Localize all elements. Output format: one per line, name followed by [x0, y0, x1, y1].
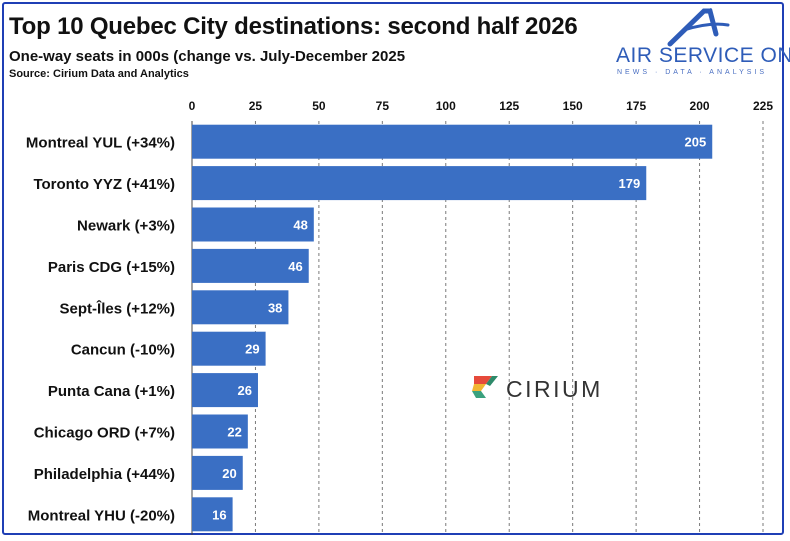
- bar: [192, 207, 314, 242]
- air-service-one-tagline: NEWS · DATA · ANALYSIS: [617, 69, 768, 76]
- bar: [192, 248, 309, 283]
- x-tick-label: 225: [753, 99, 773, 113]
- x-tick-label: 25: [249, 99, 263, 113]
- air-service-one-name: AIR SERVICE ONE: [616, 44, 790, 67]
- x-tick-label: 200: [690, 99, 710, 113]
- category-label: Sept-Îles (+12%): [60, 299, 175, 317]
- data-label: 205: [685, 135, 707, 150]
- data-label: 16: [212, 507, 226, 522]
- category-label: Montreal YUL (+34%): [26, 135, 175, 152]
- x-tick-label: 75: [376, 99, 390, 113]
- bar: [192, 124, 713, 159]
- cirium-mark-icon: [472, 376, 498, 398]
- bar: [192, 331, 266, 366]
- x-tick-label: 100: [436, 99, 456, 113]
- bar: [192, 373, 258, 408]
- category-label: Newark (+3%): [77, 218, 175, 235]
- category-label: Montreal YHU (-20%): [28, 507, 175, 524]
- x-tick-label: 175: [626, 99, 646, 113]
- category-label: Cancun (-10%): [71, 342, 175, 359]
- data-label: 179: [619, 176, 641, 191]
- x-tick-label: 125: [499, 99, 519, 113]
- data-label: 48: [293, 218, 307, 233]
- bar: [192, 497, 233, 532]
- chart-title: Top 10 Quebec City destinations: second …: [9, 13, 578, 40]
- category-label: Chicago ORD (+7%): [34, 425, 175, 442]
- x-tick-label: 50: [312, 99, 326, 113]
- data-label: 22: [227, 425, 241, 440]
- air-service-one-logo: AIR SERVICE ONE NEWS · DATA · ANALYSIS: [612, 8, 790, 80]
- bar: [192, 455, 243, 490]
- category-label: Philadelphia (+44%): [34, 466, 175, 483]
- category-label: Punta Cana (+1%): [48, 383, 175, 400]
- cirium-logo: CIRIUM: [470, 366, 620, 412]
- bar: [192, 290, 289, 325]
- data-label: 46: [288, 259, 302, 274]
- plane-a-icon: [667, 8, 730, 47]
- category-label: Toronto YYZ (+41%): [33, 176, 175, 193]
- chart-source: Source: Cirium Data and Analytics: [9, 68, 189, 80]
- x-tick-label: 150: [563, 99, 583, 113]
- chart-frame: [2, 2, 784, 535]
- bar: [192, 166, 647, 201]
- bar: [192, 414, 248, 449]
- cirium-name: CIRIUM: [506, 376, 603, 402]
- chart-subtitle: One-way seats in 000s (change vs. July-D…: [9, 48, 406, 65]
- data-label: 26: [238, 383, 252, 398]
- data-label: 29: [245, 342, 259, 357]
- x-tick-label: 0: [189, 99, 196, 113]
- category-label: Paris CDG (+15%): [48, 259, 175, 276]
- data-label: 20: [222, 466, 236, 481]
- data-label: 38: [268, 300, 282, 315]
